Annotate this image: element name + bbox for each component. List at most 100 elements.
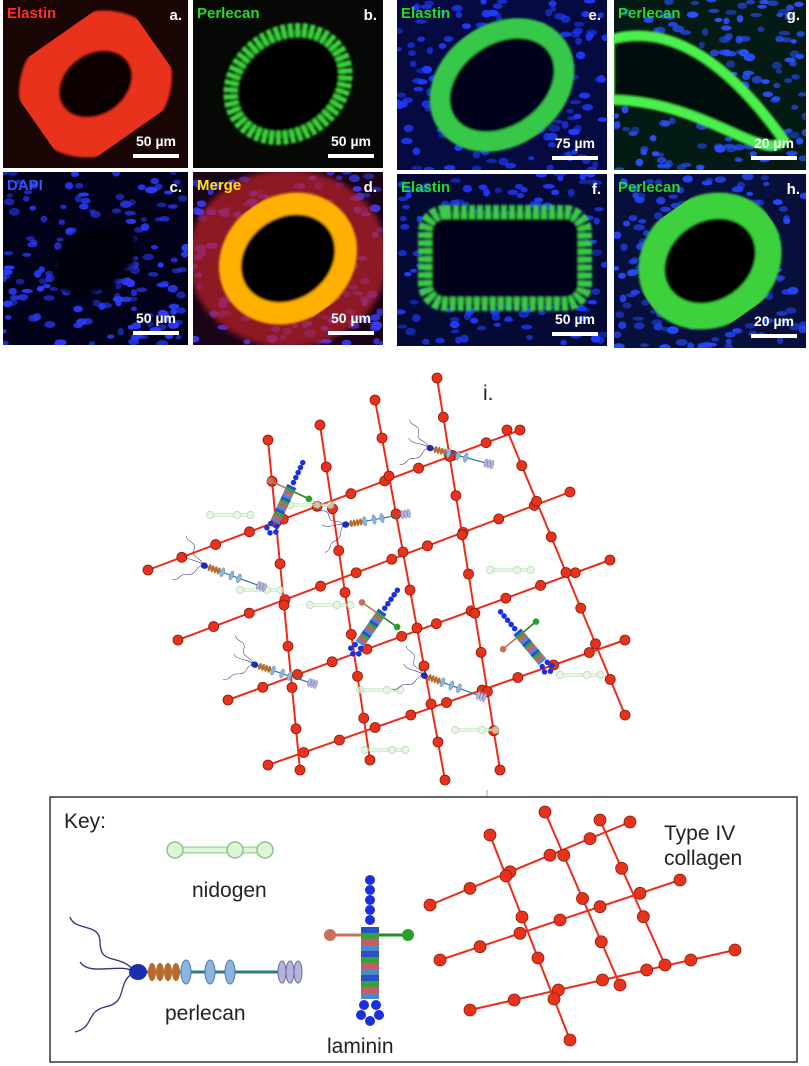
laminin-globe — [501, 613, 507, 619]
nucleus — [49, 286, 59, 291]
nidogen-globe — [388, 746, 396, 754]
scale-bar — [328, 331, 374, 335]
perlecan-domain — [371, 514, 377, 525]
nucleus — [452, 198, 464, 205]
laminin-globe — [266, 477, 274, 485]
perlecan — [399, 419, 495, 470]
laminin — [324, 875, 414, 1026]
perlecan-domain — [362, 516, 367, 527]
nucleus — [775, 35, 784, 43]
collagen-node — [463, 568, 474, 580]
collagen-node — [564, 486, 576, 498]
nucleus — [526, 334, 533, 340]
nucleus — [659, 344, 671, 348]
nucleus — [476, 325, 486, 331]
laminin-coil — [285, 483, 297, 492]
collagen-node — [633, 886, 647, 900]
nucleus — [140, 223, 150, 231]
stain-label: Perlecan — [197, 5, 260, 22]
perlecan-domain — [210, 565, 215, 573]
nucleus — [586, 166, 597, 170]
nucleus — [416, 187, 424, 193]
nidogen-globe — [166, 841, 184, 859]
nucleus — [600, 261, 607, 268]
nucleus — [128, 338, 140, 345]
nucleus — [676, 186, 685, 194]
nucleus — [640, 145, 649, 153]
laminin-coil — [270, 516, 282, 524]
nucleus — [167, 284, 178, 293]
nucleus — [635, 158, 644, 167]
perlecan-domain — [261, 663, 265, 671]
laminin-coil — [523, 641, 534, 650]
key-collagen: collagen — [664, 847, 742, 870]
nucleus — [535, 174, 547, 178]
nucleus — [157, 262, 164, 268]
nucleus — [119, 200, 132, 208]
nucleus — [597, 74, 606, 83]
nucleus — [42, 283, 51, 289]
nucleus — [566, 108, 574, 114]
nucleus — [481, 9, 492, 18]
laminin-globe — [365, 895, 375, 905]
nucleus — [75, 183, 84, 189]
perlecan-domain — [433, 446, 438, 454]
nidogen-globe — [276, 586, 285, 594]
nucleus — [567, 188, 575, 197]
nucleus — [718, 36, 731, 44]
nucleus — [723, 17, 730, 25]
scale-bar — [751, 334, 797, 338]
nucleus — [472, 151, 481, 159]
laminin-globe — [374, 1010, 384, 1020]
perlecan-core — [422, 674, 486, 699]
nucleus — [459, 334, 469, 343]
nucleus — [56, 237, 64, 242]
nucleus — [573, 21, 585, 27]
nucleus — [494, 187, 502, 194]
collagen-node — [501, 424, 513, 436]
nucleus — [410, 268, 418, 273]
collagen-node — [473, 940, 487, 954]
nucleus — [725, 338, 732, 345]
collagen-node — [450, 490, 462, 502]
collagen-node — [210, 539, 222, 550]
nucleus — [79, 203, 89, 210]
perlecan-domain — [439, 447, 444, 455]
laminin-coil — [361, 993, 379, 999]
nucleus — [176, 291, 186, 299]
nucleus — [520, 187, 528, 193]
nucleus — [54, 242, 62, 250]
laminin-globe — [394, 587, 401, 593]
stain-label: Perlecan — [618, 179, 681, 196]
nucleus — [400, 137, 413, 145]
nucleus — [622, 126, 631, 132]
collagen-node — [244, 526, 255, 538]
nucleus — [587, 299, 598, 305]
nucleus — [724, 331, 736, 338]
laminin-coil — [283, 489, 294, 498]
collagen-node — [480, 437, 492, 449]
nucleus — [562, 151, 571, 157]
nucleus — [130, 306, 137, 312]
tissue — [418, 205, 592, 311]
nucleus — [778, 8, 790, 16]
nidogen — [361, 746, 410, 754]
nucleus — [545, 8, 553, 17]
nucleus — [27, 242, 38, 248]
nucleus — [405, 327, 416, 336]
laminin-coil — [274, 507, 286, 516]
perlecan-domain — [251, 661, 259, 668]
stain-label: Elastin — [401, 179, 450, 196]
nucleus — [362, 193, 371, 198]
collagen-node — [456, 529, 468, 541]
collagen-node — [257, 681, 269, 693]
nucleus — [58, 219, 65, 225]
nucleus — [362, 173, 375, 180]
nucleus — [514, 183, 524, 190]
perlecan-core — [202, 564, 266, 589]
nucleus — [750, 12, 763, 18]
nucleus — [737, 2, 748, 9]
nucleus — [462, 184, 473, 193]
nidogen-globe — [486, 566, 494, 574]
nucleus — [3, 198, 15, 206]
